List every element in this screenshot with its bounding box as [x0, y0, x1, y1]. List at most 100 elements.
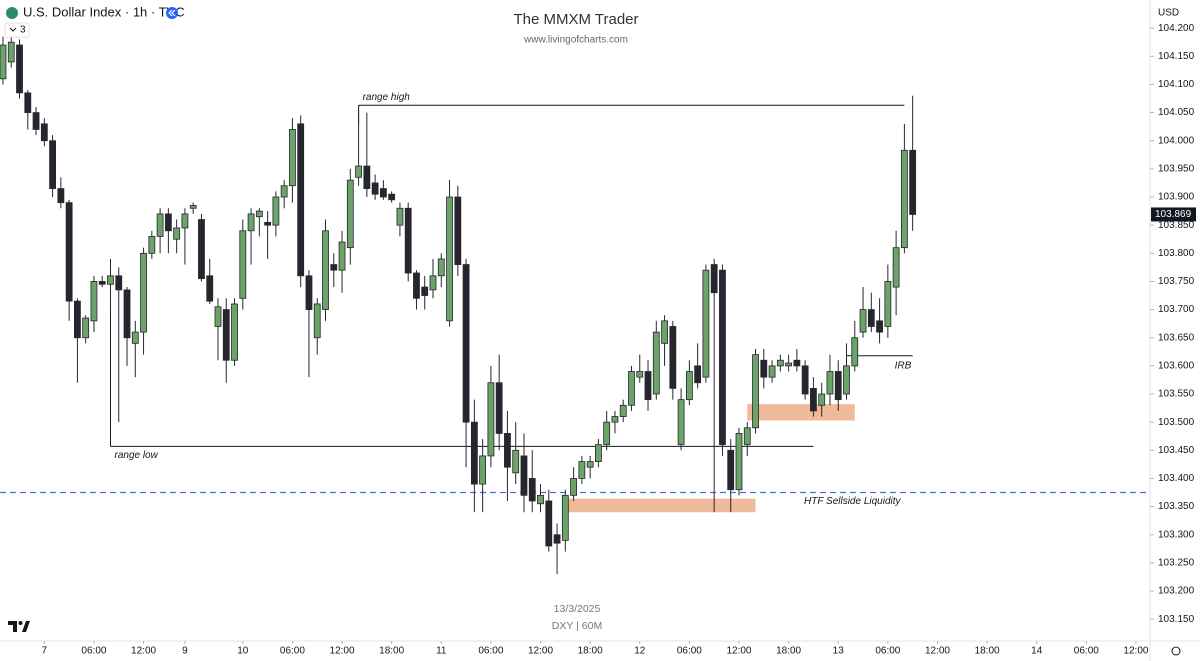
- candle-body: [776, 359, 784, 367]
- x-tick-label: 14: [1031, 646, 1043, 657]
- candle-body: [404, 207, 412, 274]
- candle-body: [595, 444, 602, 462]
- candle-body: [669, 326, 677, 389]
- candle-body: [74, 300, 81, 339]
- candle-body: [636, 371, 644, 378]
- candle-body: [198, 219, 205, 280]
- x-tick-label: 06:00: [478, 646, 503, 657]
- candle-body: [255, 210, 263, 218]
- candle-body: [49, 140, 56, 189]
- candle-body: [710, 264, 718, 294]
- y-tick-label: 103.850: [1158, 220, 1195, 231]
- y-tick-label: 103.500: [1158, 417, 1195, 428]
- candle-body: [355, 165, 362, 178]
- x-tick-label: 06:00: [1074, 646, 1099, 657]
- candle-body: [826, 371, 834, 395]
- candle-body: [189, 205, 197, 209]
- candle-body: [338, 241, 346, 271]
- x-tick-label: 18:00: [379, 646, 404, 657]
- candle-body: [421, 286, 429, 296]
- candle-body: [462, 264, 470, 423]
- logo-part: [22, 621, 30, 632]
- candle-body: [289, 129, 296, 187]
- y-tick-label: 104.100: [1158, 79, 1195, 90]
- y-tick-label: 103.650: [1158, 332, 1195, 343]
- candle-body: [330, 264, 338, 271]
- candle-body: [851, 337, 859, 367]
- candle-body: [98, 281, 106, 285]
- last-price-box: [1151, 207, 1196, 222]
- candle-body: [247, 213, 255, 232]
- candle-body: [479, 455, 487, 485]
- x-tick-label: 12:00: [925, 646, 950, 657]
- y-tick-label: 103.700: [1158, 304, 1195, 315]
- y-tick-label: 103.950: [1158, 164, 1195, 175]
- y-tick-label: 104.200: [1158, 23, 1195, 34]
- candle-body: [470, 421, 478, 485]
- candle-body: [388, 193, 396, 201]
- candle-body: [487, 382, 495, 457]
- chart-subtitle: www.livingofcharts.com: [523, 35, 628, 46]
- x-tick-label: 7: [42, 646, 48, 657]
- candle-body: [107, 275, 114, 285]
- candle-body: [214, 306, 222, 327]
- candle-body: [644, 371, 652, 401]
- candle-body: [719, 269, 726, 446]
- y-tick-label: 103.450: [1158, 445, 1195, 456]
- x-tick-label: 06:00: [280, 646, 305, 657]
- candle-body: [578, 461, 586, 479]
- tv-logo: [8, 621, 30, 632]
- candle-body: [429, 275, 437, 291]
- candle-body: [131, 331, 139, 344]
- x-tick-label: 12: [634, 646, 646, 657]
- candle-body: [859, 309, 867, 333]
- candle-body: [694, 365, 702, 384]
- candle-body: [0, 44, 7, 80]
- collapse-button[interactable]: [4, 22, 30, 38]
- settings-icon[interactable]: [1171, 646, 1181, 656]
- candle-body: [628, 371, 635, 406]
- symbol-icon: [6, 7, 18, 19]
- candle-body: [727, 449, 735, 491]
- candle-body: [363, 165, 371, 189]
- candle-body: [553, 534, 561, 544]
- x-tick-label: 13: [833, 646, 845, 657]
- candle-body: [876, 320, 883, 333]
- y-tick-label: 104.150: [1158, 51, 1195, 62]
- y-tick-label: 103.600: [1158, 361, 1195, 372]
- candle-body: [661, 320, 668, 344]
- candle-body: [90, 281, 98, 322]
- x-tick-label: 18:00: [578, 646, 603, 657]
- candle-body: [867, 309, 875, 327]
- candle-body: [264, 221, 272, 226]
- candle-body: [371, 182, 379, 195]
- level-label: range high: [363, 92, 411, 103]
- x-tick-label: 9: [182, 646, 188, 657]
- candle-body: [892, 247, 900, 288]
- candle-body: [561, 494, 569, 541]
- candle-body: [222, 309, 230, 361]
- y-tick-label: 103.150: [1158, 614, 1195, 625]
- x-tick-label: 06:00: [677, 646, 702, 657]
- candle-body: [206, 275, 214, 302]
- candle-body: [735, 433, 743, 491]
- candle-body: [793, 359, 801, 367]
- candle-body: [437, 258, 445, 277]
- currency-label: USD: [1158, 8, 1179, 19]
- candle-body: [834, 371, 842, 401]
- candle-body: [16, 44, 23, 94]
- candle-body: [396, 207, 404, 226]
- candle-body: [173, 227, 181, 240]
- candle-body: [305, 275, 313, 310]
- candle-body: [164, 213, 172, 232]
- candle-body: [272, 196, 280, 226]
- candle-body: [297, 123, 305, 277]
- candle-body: [818, 393, 826, 406]
- x-tick-label: 06:00: [875, 646, 900, 657]
- x-tick-label: 12:00: [1123, 646, 1148, 657]
- candle-body: [785, 362, 793, 367]
- candle-body: [685, 371, 693, 401]
- x-tick-label: 10: [237, 646, 249, 657]
- footer-label: DXY | 60M: [552, 620, 602, 632]
